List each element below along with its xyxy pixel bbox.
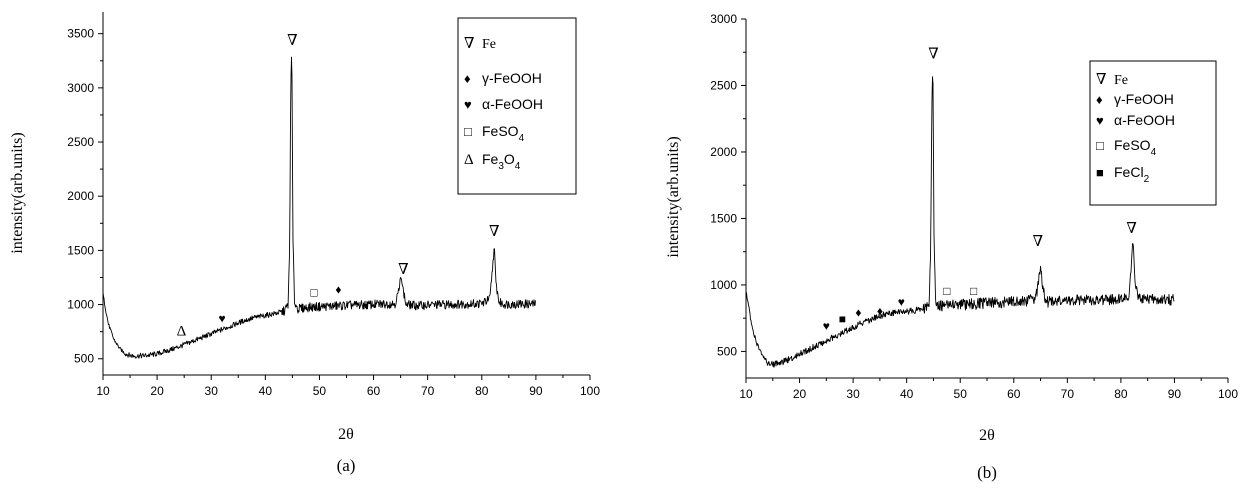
legend-label-subscript: 4 xyxy=(515,161,521,172)
y-axis-title: intensity(arb.units) xyxy=(665,136,682,257)
panel-a: 10 20 30 40 50 60 70 80 90 100 500 1000 1500 2000 2500… xyxy=(9,12,600,475)
legend-label-subscript: 2 xyxy=(1144,174,1150,185)
peak-marker: ♦ xyxy=(877,304,883,318)
peak-marker: □ xyxy=(310,286,317,300)
y-tick-label: 2500 xyxy=(710,78,737,92)
peak-marker: □ xyxy=(970,284,977,298)
legend-label-text: FeSO xyxy=(482,123,519,139)
peak-marker: ♥ xyxy=(823,319,830,333)
x-tick-label: 30 xyxy=(846,387,860,401)
legend-label-text: FeCl xyxy=(1114,164,1144,180)
y-tick-label: 3000 xyxy=(710,12,737,26)
legend-label: γ-FeOOH xyxy=(1114,91,1174,107)
legend-symbol: ∇ xyxy=(464,36,474,52)
legend-label-subscript: 4 xyxy=(1151,147,1157,158)
xrd-series-line xyxy=(745,76,1175,368)
peak-marker: ♦ xyxy=(335,282,341,296)
y-tick-label: 500 xyxy=(717,344,737,358)
legend-label: Fe xyxy=(482,37,496,52)
y-tick-label: 1500 xyxy=(67,243,94,257)
peak-marker: ♥ xyxy=(218,312,225,326)
legend-label-text: Fe xyxy=(482,37,496,52)
peak-marker: ∇ xyxy=(287,33,297,49)
legend-label: Fe xyxy=(1114,73,1128,88)
legend-label-text: Fe xyxy=(1114,73,1128,88)
legend-label-text: FeSO xyxy=(1114,137,1151,153)
legend-symbol: Δ xyxy=(464,152,474,168)
legend-label-text: γ-FeOOH xyxy=(482,70,542,86)
xrd-series-line xyxy=(102,56,536,359)
legend-symbol: □ xyxy=(1096,138,1104,153)
legend-box xyxy=(1089,60,1217,206)
peak-marker: ∇ xyxy=(398,262,408,278)
legend-label: FeSO4 xyxy=(482,123,525,144)
panel-label: (b) xyxy=(977,463,997,482)
x-tick-label: 20 xyxy=(793,387,807,401)
panel-b: 10 20 30 40 50 60 70 80 90 100 500 1000 1500 2000 2500… xyxy=(665,12,1238,482)
legend-label-text: Fe xyxy=(482,151,499,167)
legend-label: α-FeOOH xyxy=(482,96,543,112)
legend-symbol: ■ xyxy=(1096,165,1104,180)
legend-label: FeCl2 xyxy=(1114,164,1150,185)
y-tick-label: 2500 xyxy=(67,135,94,149)
legend-symbol: ∇ xyxy=(1096,72,1106,88)
legend-label: γ-FeOOH xyxy=(482,70,542,86)
panel-label: (a) xyxy=(337,456,356,475)
legend-label-text: α-FeOOH xyxy=(482,96,543,112)
x-axis-title: 2θ xyxy=(979,427,995,444)
legend-label-text: γ-FeOOH xyxy=(1114,91,1174,107)
x-tick-label: 10 xyxy=(739,387,753,401)
legend-symbol: ♦ xyxy=(1096,92,1103,107)
peak-marker: ∇ xyxy=(1033,234,1043,250)
y-tick-label: 3500 xyxy=(67,27,94,41)
legend-symbol: □ xyxy=(464,124,472,139)
x-tick-label: 40 xyxy=(900,387,914,401)
x-tick-label: 100 xyxy=(1218,387,1238,401)
x-tick-label: 30 xyxy=(205,384,219,398)
peak-marker: Δ xyxy=(177,324,187,340)
y-tick-label: 2000 xyxy=(67,189,94,203)
y-tick-label: 1000 xyxy=(67,298,94,312)
x-tick-label: 50 xyxy=(954,387,968,401)
x-tick-label: 80 xyxy=(475,384,489,398)
x-tick-label: 60 xyxy=(367,384,381,398)
legend-label-text: O xyxy=(504,151,515,167)
x-tick-label: 50 xyxy=(313,384,327,398)
x-tick-label: 10 xyxy=(96,384,110,398)
peak-marker: ∇ xyxy=(928,47,938,63)
peak-marker: ∇ xyxy=(1126,221,1136,237)
legend-label-subscript: 4 xyxy=(519,133,525,144)
legend-label: Fe3O4 xyxy=(482,151,521,172)
peak-marker: ■ xyxy=(839,312,846,326)
y-tick-label: 1000 xyxy=(710,278,737,292)
peak-marker: ♥ xyxy=(898,295,905,309)
x-tick-label: 60 xyxy=(1007,387,1021,401)
x-tick-label: 90 xyxy=(1168,387,1182,401)
peak-marker: ∇ xyxy=(489,224,499,240)
y-axis-title: intensity(arb.units) xyxy=(9,132,26,253)
peak-marker: □ xyxy=(943,284,950,298)
y-tick-label: 1500 xyxy=(710,211,737,225)
x-axis-title: 2θ xyxy=(338,426,354,443)
y-tick-label: 500 xyxy=(74,352,94,366)
x-tick-label: 80 xyxy=(1114,387,1128,401)
x-tick-label: 100 xyxy=(580,384,600,398)
legend-symbol: ♥ xyxy=(464,97,472,112)
x-tick-label: 90 xyxy=(529,384,543,398)
legend-symbol: ♦ xyxy=(464,71,471,86)
legend-box xyxy=(457,17,577,195)
legend-label-text: α-FeOOH xyxy=(1114,112,1175,128)
legend-label-subscript: 3 xyxy=(498,161,504,172)
x-tick-label: 70 xyxy=(421,384,435,398)
x-tick-label: 70 xyxy=(1061,387,1075,401)
legend-label: α-FeOOH xyxy=(1114,112,1175,128)
peak-marker: ♦ xyxy=(855,306,861,320)
x-tick-label: 40 xyxy=(259,384,273,398)
x-tick-label: 20 xyxy=(150,384,164,398)
y-tick-label: 2000 xyxy=(710,145,737,159)
legend-label: FeSO4 xyxy=(1114,137,1157,158)
y-tick-label: 3000 xyxy=(67,81,94,95)
legend-symbol: ♥ xyxy=(1096,113,1104,128)
